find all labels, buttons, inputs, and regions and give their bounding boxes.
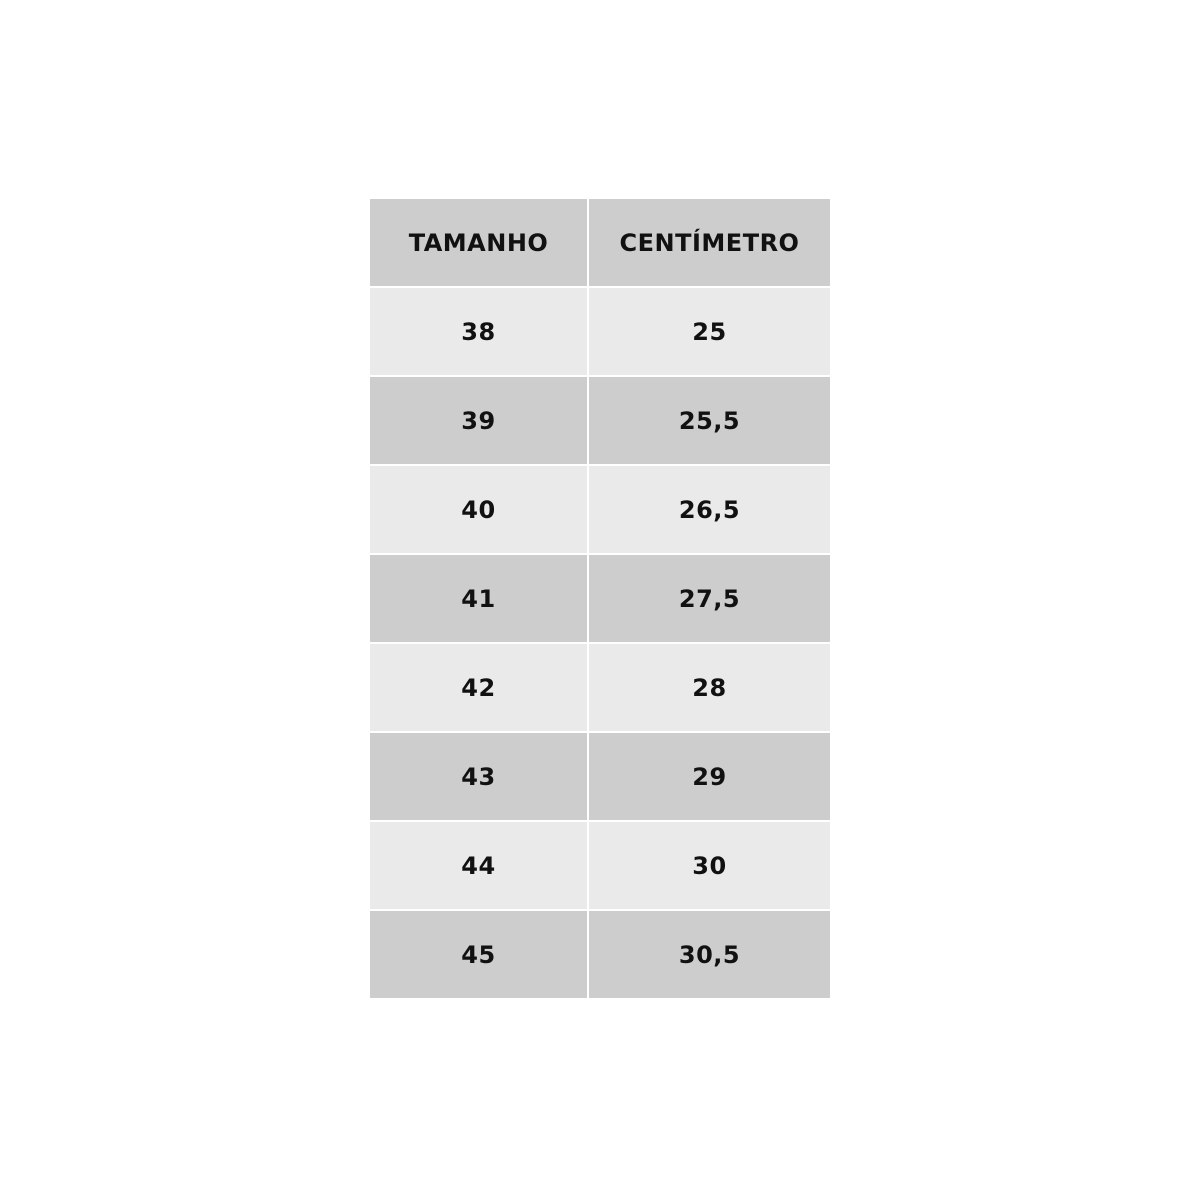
- table-cell: 39: [370, 377, 587, 464]
- table-cell: 42: [370, 644, 587, 731]
- table-cell: 30,5: [589, 911, 830, 998]
- table-cell: 27,5: [589, 555, 830, 642]
- header-cell: CENTÍMETRO: [589, 199, 830, 286]
- table-cell: 43: [370, 733, 587, 820]
- table-cell: 41: [370, 555, 587, 642]
- table-cell: 40: [370, 466, 587, 553]
- table-cell: 30: [589, 822, 830, 909]
- table-cell: 44: [370, 822, 587, 909]
- table-cell: 25,5: [589, 377, 830, 464]
- size-table: TAMANHO CENTÍMETRO 38 25 39 25,5 40 26,5 41 27,5 4…: [370, 199, 830, 998]
- header-cell: TAMANHO: [370, 199, 587, 286]
- table-cell: 29: [589, 733, 830, 820]
- table-cell: 45: [370, 911, 587, 998]
- table-cell: 26,5: [589, 466, 830, 553]
- table-cell: 38: [370, 288, 587, 375]
- table-cell: 28: [589, 644, 830, 731]
- table-cell: 25: [589, 288, 830, 375]
